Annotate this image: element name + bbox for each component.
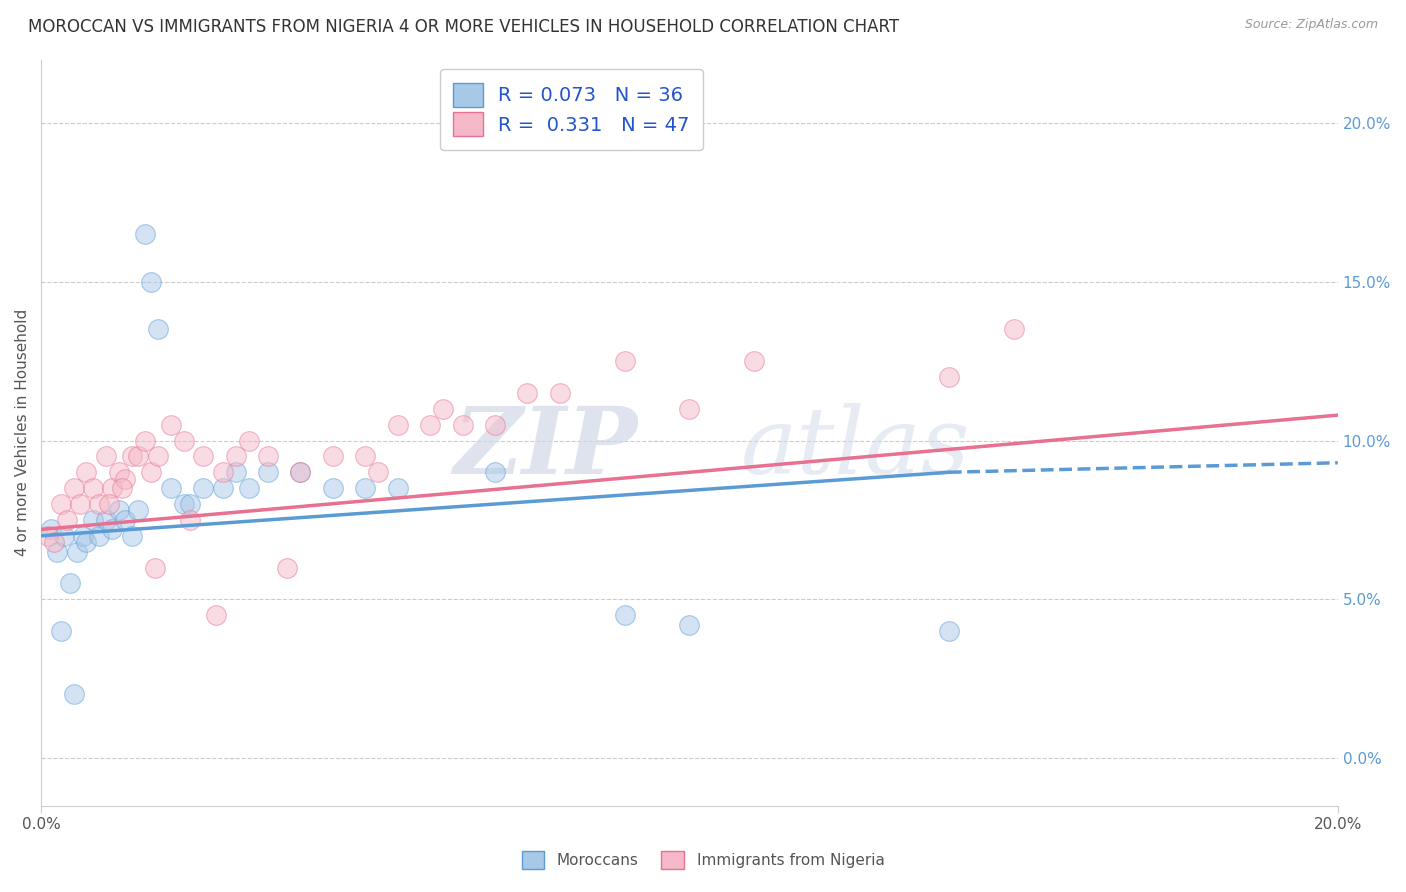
Point: [46, 544, 69, 558]
Point: [59, 576, 82, 591]
Point: [276, 560, 298, 574]
Point: [516, 385, 538, 400]
Point: [52, 529, 75, 543]
Point: [37, 529, 59, 543]
Point: [257, 465, 280, 479]
Point: [82, 513, 104, 527]
Point: [938, 624, 960, 638]
Point: [98, 497, 121, 511]
Point: [1002, 322, 1025, 336]
Point: [290, 465, 312, 479]
Point: [134, 434, 156, 448]
Point: [238, 434, 260, 448]
Point: [134, 227, 156, 242]
Point: [322, 450, 344, 464]
Point: [225, 450, 247, 464]
Point: [141, 465, 163, 479]
Point: [62, 688, 84, 702]
Text: MOROCCAN VS IMMIGRANTS FROM NIGERIA 4 OR MORE VEHICLES IN HOUSEHOLD CORRELATION : MOROCCAN VS IMMIGRANTS FROM NIGERIA 4 OR…: [28, 18, 900, 36]
Point: [121, 450, 143, 464]
Point: [94, 513, 117, 527]
Point: [432, 401, 454, 416]
Point: [39, 523, 62, 537]
Point: [101, 523, 124, 537]
Point: [69, 497, 91, 511]
Text: ZIP: ZIP: [453, 402, 637, 492]
Point: [451, 417, 474, 432]
Point: [89, 497, 111, 511]
Point: [146, 450, 169, 464]
Point: [225, 465, 247, 479]
Point: [484, 417, 506, 432]
Point: [111, 481, 134, 495]
Point: [678, 617, 700, 632]
Point: [387, 481, 409, 495]
Legend: R = 0.073   N = 36, R =  0.331   N = 47: R = 0.073 N = 36, R = 0.331 N = 47: [440, 70, 703, 150]
Point: [127, 503, 149, 517]
Point: [484, 465, 506, 479]
Point: [89, 529, 111, 543]
Point: [159, 417, 181, 432]
Point: [173, 497, 195, 511]
Point: [114, 513, 136, 527]
Point: [56, 513, 79, 527]
Text: Source: ZipAtlas.com: Source: ZipAtlas.com: [1244, 18, 1378, 31]
Point: [238, 481, 260, 495]
Point: [257, 450, 280, 464]
Point: [66, 544, 89, 558]
Point: [613, 354, 636, 368]
Legend: Moroccans, Immigrants from Nigeria: Moroccans, Immigrants from Nigeria: [516, 845, 890, 875]
Point: [121, 529, 143, 543]
Point: [354, 481, 377, 495]
Point: [179, 497, 201, 511]
Point: [193, 450, 215, 464]
Point: [367, 465, 389, 479]
Point: [49, 497, 72, 511]
Point: [159, 481, 181, 495]
Point: [114, 472, 136, 486]
Point: [94, 450, 117, 464]
Point: [322, 481, 344, 495]
Point: [419, 417, 441, 432]
Point: [548, 385, 571, 400]
Point: [108, 465, 131, 479]
Point: [42, 535, 65, 549]
Point: [76, 535, 98, 549]
Point: [49, 624, 72, 638]
Point: [179, 513, 201, 527]
Point: [62, 481, 84, 495]
Point: [387, 417, 409, 432]
Point: [108, 503, 131, 517]
Point: [205, 608, 228, 623]
Point: [211, 481, 233, 495]
Point: [127, 450, 149, 464]
Point: [82, 481, 104, 495]
Point: [290, 465, 312, 479]
Point: [146, 322, 169, 336]
Text: atlas: atlas: [741, 402, 970, 492]
Point: [72, 529, 94, 543]
Point: [938, 370, 960, 384]
Point: [76, 465, 98, 479]
Point: [143, 560, 166, 574]
Y-axis label: 4 or more Vehicles in Household: 4 or more Vehicles in Household: [15, 309, 30, 557]
Point: [141, 275, 163, 289]
Point: [101, 481, 124, 495]
Point: [678, 401, 700, 416]
Point: [613, 608, 636, 623]
Point: [742, 354, 765, 368]
Point: [173, 434, 195, 448]
Point: [354, 450, 377, 464]
Point: [211, 465, 233, 479]
Point: [193, 481, 215, 495]
